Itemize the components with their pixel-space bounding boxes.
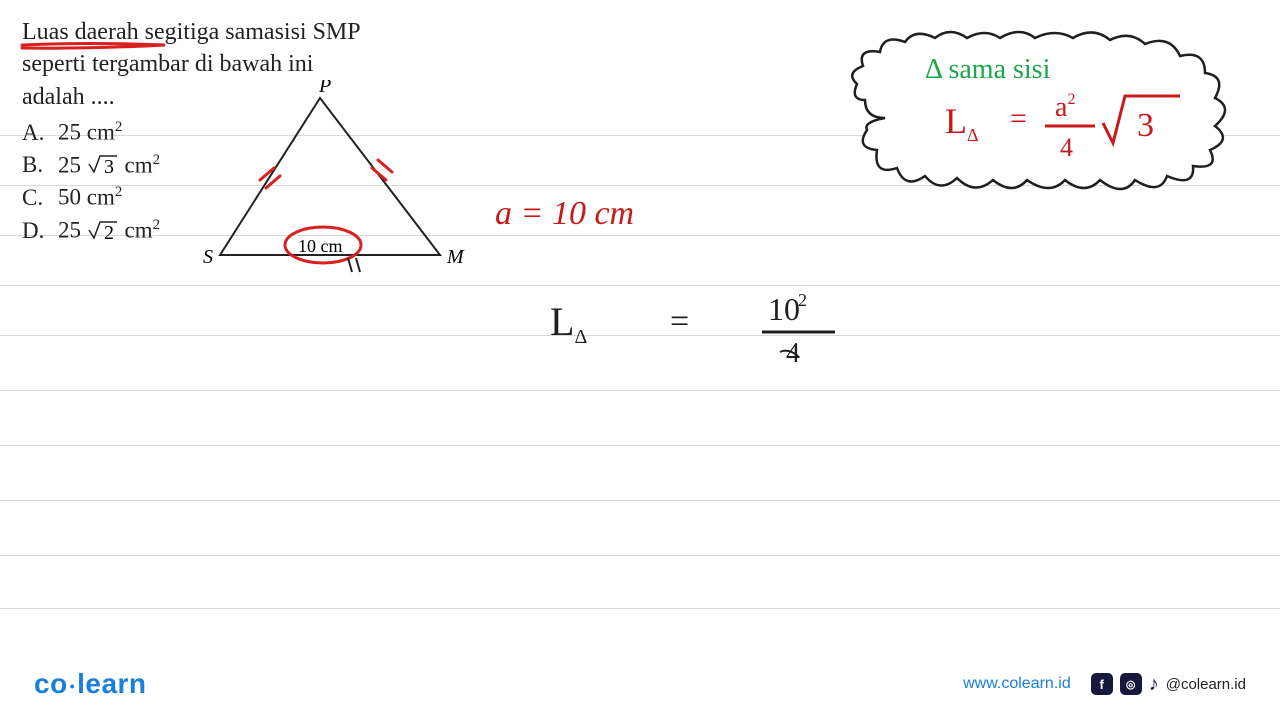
website-url: www.colearn.id [963,675,1071,693]
vertex-p-label: P [318,80,331,97]
tiktok-icon: ♪ [1149,673,1159,696]
cloud-heading: Δ sama sisi [925,54,1051,85]
base-measure-label: 10 cm [298,236,343,256]
thought-cloud: Δ sama sisi LΔ = a2 4 3 [845,28,1245,198]
question-line2: seperti tergambar di bawah ini [22,51,313,77]
brand-logo: co•learn [34,668,147,700]
svg-text:2: 2 [104,222,114,242]
svg-text:=: = [670,303,689,340]
svg-text:LΔ: LΔ [550,299,587,348]
triangle-figure: P S M 10 cm [200,80,470,280]
sqrt-icon: 3 [87,152,119,176]
vertex-s-label: S [203,246,213,268]
sqrt-icon: 2 [87,218,119,242]
annotation-a-equals: a = 10 cm [495,195,634,233]
social-handle: @colearn.id [1166,676,1246,693]
social-icons: f ◎ ♪ @colearn.id [1091,673,1246,696]
svg-text:102: 102 [768,290,807,327]
svg-text:3: 3 [1137,107,1154,144]
tick-right [372,160,392,180]
red-underline [20,40,170,54]
svg-text:=: = [1010,102,1027,135]
annotation-la-formula: LΔ = 102 4 [540,280,880,380]
facebook-icon: f [1091,673,1113,695]
instagram-icon: ◎ [1120,673,1142,695]
footer: co•learn www.colearn.id f ◎ ♪ @colearn.i… [0,668,1280,700]
vertex-m-label: M [446,246,465,268]
svg-text:4: 4 [1060,133,1073,162]
svg-text:3: 3 [104,156,114,176]
question-line1-rest: segitiga samasisi SMP [145,19,361,45]
question-line3: adalah .... [22,84,115,110]
tick-base [348,258,360,272]
